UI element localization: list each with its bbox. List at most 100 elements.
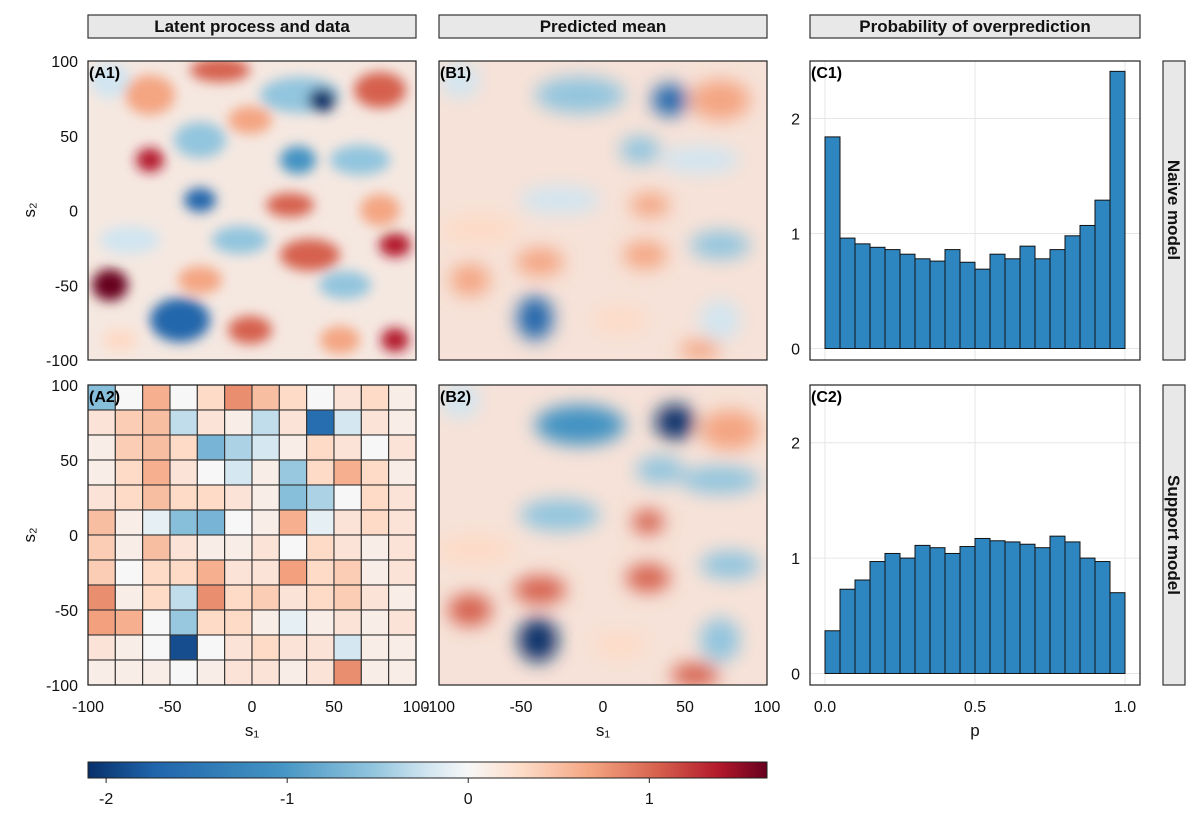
grid-cell [114, 484, 144, 511]
histogram-bar [1019, 543, 1036, 674]
grid-cell [114, 659, 144, 686]
histogram-bars [824, 535, 1126, 674]
grid-cell [306, 659, 335, 686]
x-tick-label: -50 [509, 699, 532, 716]
x-tick-label: 50 [325, 699, 343, 716]
density-tick-label: 0 [791, 342, 800, 359]
histogram-bar [869, 561, 886, 674]
grid-cell [278, 459, 308, 486]
histogram-bar [884, 552, 901, 674]
x-tick-label: 0 [248, 699, 257, 716]
grid-cell [196, 434, 226, 461]
grid-cell [251, 584, 280, 611]
histogram-bar [884, 249, 901, 350]
histogram-bar [1079, 224, 1096, 349]
grid-cell [142, 459, 171, 486]
panel-a1-latent-field [87, 60, 417, 361]
panel-frame [438, 60, 768, 361]
strip-box [1162, 384, 1186, 686]
p-tick-label: 0.0 [814, 699, 836, 716]
histogram-bar [854, 579, 871, 674]
grid-cell [114, 509, 144, 536]
y-axis-title-row1: s₂ [20, 202, 39, 217]
grid-cell [360, 609, 390, 636]
grid-cell [360, 509, 390, 536]
histogram-bar [1064, 541, 1081, 674]
grid-cell [224, 634, 253, 661]
grid-cell [251, 609, 280, 636]
panel-frame [87, 384, 417, 686]
colorbar-gradient [87, 761, 768, 779]
panel-b1-predicted-mean [438, 60, 768, 361]
grid-cell [251, 384, 280, 411]
grid-cell [196, 609, 226, 636]
grid-cell [87, 659, 116, 686]
column-strip-2: Predicted mean [438, 14, 768, 39]
grid-cell [142, 634, 171, 661]
column-strip-1: Latent process and data [87, 14, 417, 39]
column-strip-3: Probability of overprediction [809, 14, 1141, 39]
grid-cell [306, 609, 335, 636]
histogram-bar [959, 546, 976, 674]
grid-cell [142, 659, 171, 686]
grid-cell [360, 459, 390, 486]
grid-cell [87, 409, 116, 436]
y-axis-title-row2: s₂ [20, 527, 39, 542]
histogram-bar [854, 243, 871, 350]
grid-cell [224, 559, 253, 586]
colorbar: -2 -1 0 1 [87, 761, 768, 808]
panel-c1-histogram: 0 1 2 [791, 60, 1141, 361]
histogram-bar [1049, 535, 1066, 674]
grid-cell [224, 434, 253, 461]
grid-cell [251, 409, 280, 436]
row-strip-1: Naive model [1162, 60, 1186, 361]
grid-cell [333, 609, 362, 636]
grid-cell [251, 459, 280, 486]
strip-box [438, 14, 768, 39]
y-tick-label: 100 [51, 54, 78, 71]
histogram-bar [1064, 235, 1081, 349]
histogram-bar [1049, 249, 1066, 350]
grid-cell [196, 659, 226, 686]
grid-cell [388, 534, 417, 561]
grid-cell [87, 384, 116, 411]
grid-cell [224, 534, 253, 561]
colorbar-tick-label: -1 [280, 791, 294, 808]
histogram-bar [1019, 245, 1036, 349]
grid-cell [388, 634, 417, 661]
colorbar-ticks: -2 -1 0 1 [99, 778, 654, 808]
predicted-field-blobs [440, 62, 750, 360]
grid-cell [278, 384, 308, 411]
grid-cell [360, 634, 390, 661]
grid-cell [87, 634, 116, 661]
grid-cell [142, 584, 171, 611]
grid-cell [196, 484, 226, 511]
histogram-bar [944, 552, 961, 674]
grid-cell [333, 409, 362, 436]
grid-cell [306, 459, 335, 486]
grid-cell [196, 559, 226, 586]
grid-cell [388, 409, 417, 436]
grid-cell [278, 659, 308, 686]
grid-cell [87, 559, 116, 586]
grid-cell [87, 609, 116, 636]
histogram-bar [914, 544, 931, 674]
grid-cell [360, 434, 390, 461]
grid-cell [169, 609, 198, 636]
strip-box [87, 14, 417, 39]
x-tick-label: -50 [158, 699, 181, 716]
grid-cell [388, 384, 417, 411]
grid-cell [388, 659, 417, 686]
histogram-bar [929, 260, 946, 350]
panel-label-c2: (C2) [811, 389, 842, 406]
grid-cell [196, 534, 226, 561]
grid-cell [306, 509, 335, 536]
predicted-field-blobs [439, 385, 760, 685]
grid-cell [196, 459, 226, 486]
y-tick-label: 50 [60, 129, 78, 146]
grid-cell [142, 484, 171, 511]
grid-cell [87, 584, 116, 611]
